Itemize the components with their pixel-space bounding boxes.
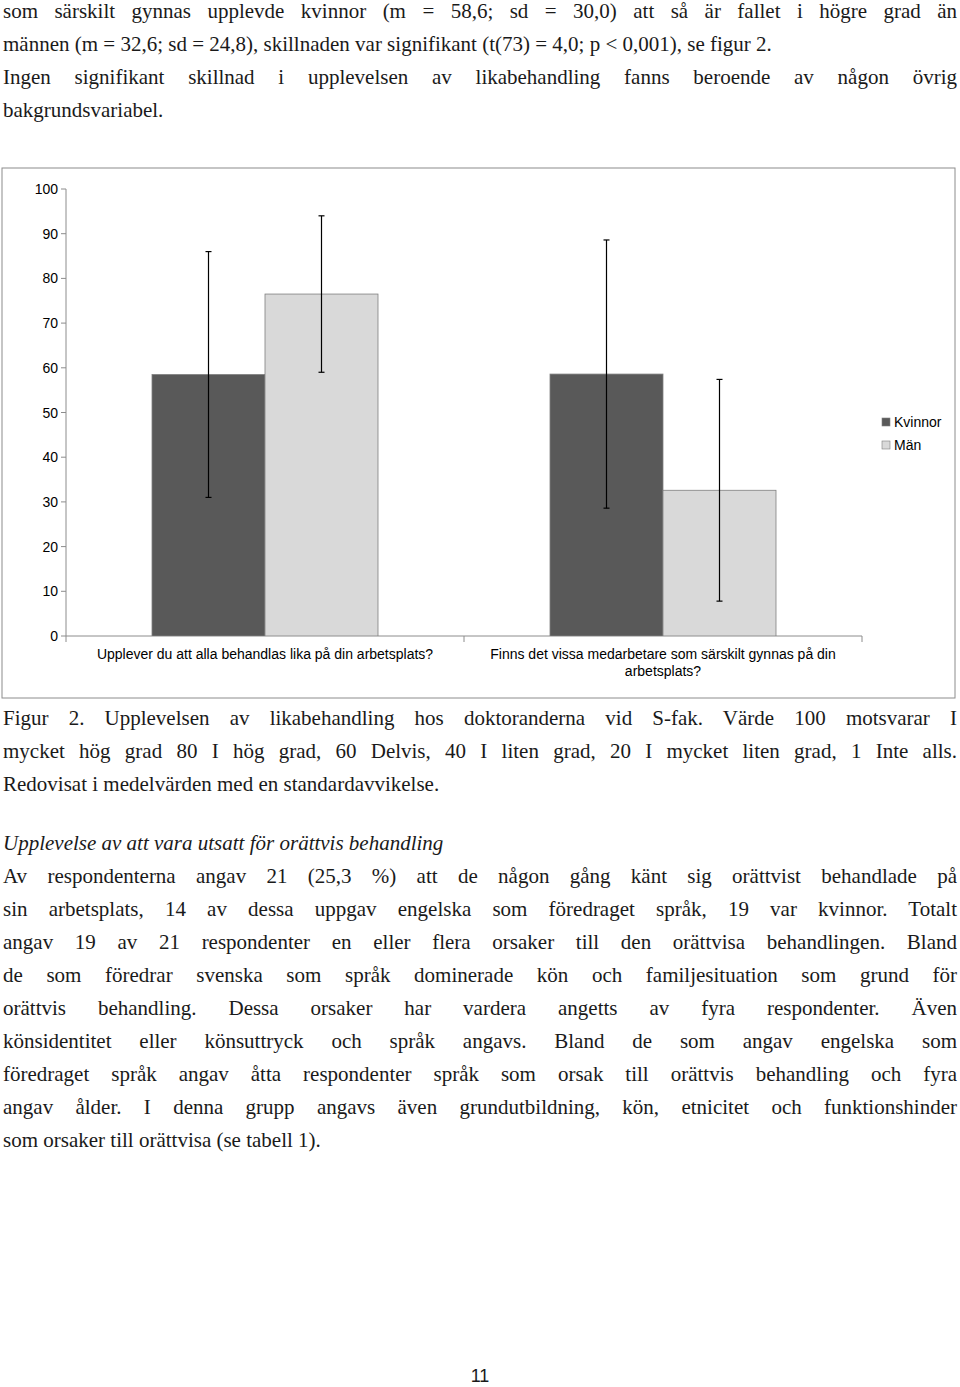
y-tick xyxy=(61,591,66,592)
text-line: Figur 2. Upplevelsen av likabehandling h… xyxy=(3,702,957,735)
error-cap xyxy=(604,239,610,240)
legend-label: Män xyxy=(894,437,921,453)
x-tick-label: Finns det vissa medarbetare som särskilt… xyxy=(490,646,836,679)
error-line xyxy=(321,216,322,372)
body-text: som särskilt gynnas upplevde kvinnor (m … xyxy=(3,0,957,127)
y-tick xyxy=(61,412,66,413)
x-tick xyxy=(464,636,465,642)
error-cap xyxy=(717,379,723,380)
section-heading: Upplevelse av att vara utsatt för orättv… xyxy=(3,827,957,860)
label-line: Finns det vissa medarbetare som särskilt… xyxy=(490,646,836,662)
error-bar xyxy=(319,216,325,372)
text-line: som orsaker till orättvisa (se tabell 1)… xyxy=(3,1124,957,1157)
error-bar xyxy=(717,379,723,601)
plot-area xyxy=(152,216,776,636)
y-tick xyxy=(61,457,66,458)
y-tick-label: 40 xyxy=(42,449,58,465)
text-line: männen (m = 32,6; sd = 24,8), skillnaden… xyxy=(3,28,957,61)
error-cap xyxy=(206,497,212,498)
legend-swatch xyxy=(882,418,890,426)
x-tick xyxy=(66,636,67,642)
y-tick xyxy=(61,189,66,190)
text-line: föredraget språk angav åtta respondenter… xyxy=(3,1058,957,1091)
text-line: de som föredrar svenska som språk domine… xyxy=(3,959,957,992)
text-line: angav 19 av 21 respondenter en eller fle… xyxy=(3,926,957,959)
text-line: Redovisat i medelvärden med en standarda… xyxy=(3,768,957,801)
label-line: Upplever du att alla behandlas lika på d… xyxy=(97,646,433,662)
section: Upplevelse av att vara utsatt för orättv… xyxy=(3,827,957,1157)
text-line: könsidentitet eller könsuttryck och språ… xyxy=(3,1025,957,1058)
y-tick-label: 80 xyxy=(42,270,58,286)
legend-label: Kvinnor xyxy=(894,414,942,430)
error-bar xyxy=(206,252,212,498)
chart: 0 10 20 30 40 50 60 70 80 90 100 Upplever du att al… xyxy=(0,0,960,700)
y-tick-label: 100 xyxy=(35,181,59,197)
error-cap xyxy=(319,372,325,373)
y-tick xyxy=(61,278,66,279)
y-tick-label: 50 xyxy=(42,405,58,421)
text-line: angav ålder. I denna grupp angavs även g… xyxy=(3,1091,957,1124)
error-line xyxy=(606,240,607,508)
y-tick xyxy=(61,367,66,368)
error-bar xyxy=(604,240,610,508)
y-tick-label: 60 xyxy=(42,360,58,376)
y-tick-label: 90 xyxy=(42,226,58,242)
x-tick xyxy=(862,636,863,642)
label-line: arbetsplats? xyxy=(625,663,701,679)
y-tick-label: 30 xyxy=(42,494,58,510)
page-number: 11 xyxy=(0,1366,960,1387)
y-tick-label: 0 xyxy=(50,628,58,644)
text-line: Av respondenterna angav 21 (25,3 %) att … xyxy=(3,860,957,893)
y-tick xyxy=(61,323,66,324)
error-line xyxy=(719,379,720,601)
y-tick xyxy=(61,501,66,502)
text-line: bakgrundsvariabel. xyxy=(3,94,957,127)
error-cap xyxy=(206,251,212,252)
error-cap xyxy=(717,601,723,602)
y-tick xyxy=(61,233,66,234)
figure-caption: Figur 2. Upplevelsen av likabehandling h… xyxy=(3,702,957,801)
error-line xyxy=(208,252,209,498)
text-line: som särskilt gynnas upplevde kvinnor (m … xyxy=(3,0,957,28)
chart-frame xyxy=(2,168,955,698)
y-tick-label: 20 xyxy=(42,539,58,555)
text-line: sin arbetsplats, 14 av dessa uppgav enge… xyxy=(3,893,957,926)
error-cap xyxy=(604,508,610,509)
y-tick-label: 10 xyxy=(42,583,58,599)
error-cap xyxy=(319,215,325,216)
legend-swatch xyxy=(882,441,890,449)
y-axis xyxy=(66,189,67,636)
text-line: orättvis behandling. Dessa orsaker har v… xyxy=(3,992,957,1025)
y-tick xyxy=(61,636,66,637)
text-line: mycket hög grad 80 I hög grad, 60 Delvis… xyxy=(3,735,957,768)
text-line: Ingen signifikant skillnad i upplevelsen… xyxy=(3,61,957,94)
x-tick-label: Upplever du att alla behandlas lika på d… xyxy=(97,646,433,662)
legend: Kvinnor Män xyxy=(882,414,942,453)
y-tick-label: 70 xyxy=(42,315,58,331)
y-tick xyxy=(61,546,66,547)
